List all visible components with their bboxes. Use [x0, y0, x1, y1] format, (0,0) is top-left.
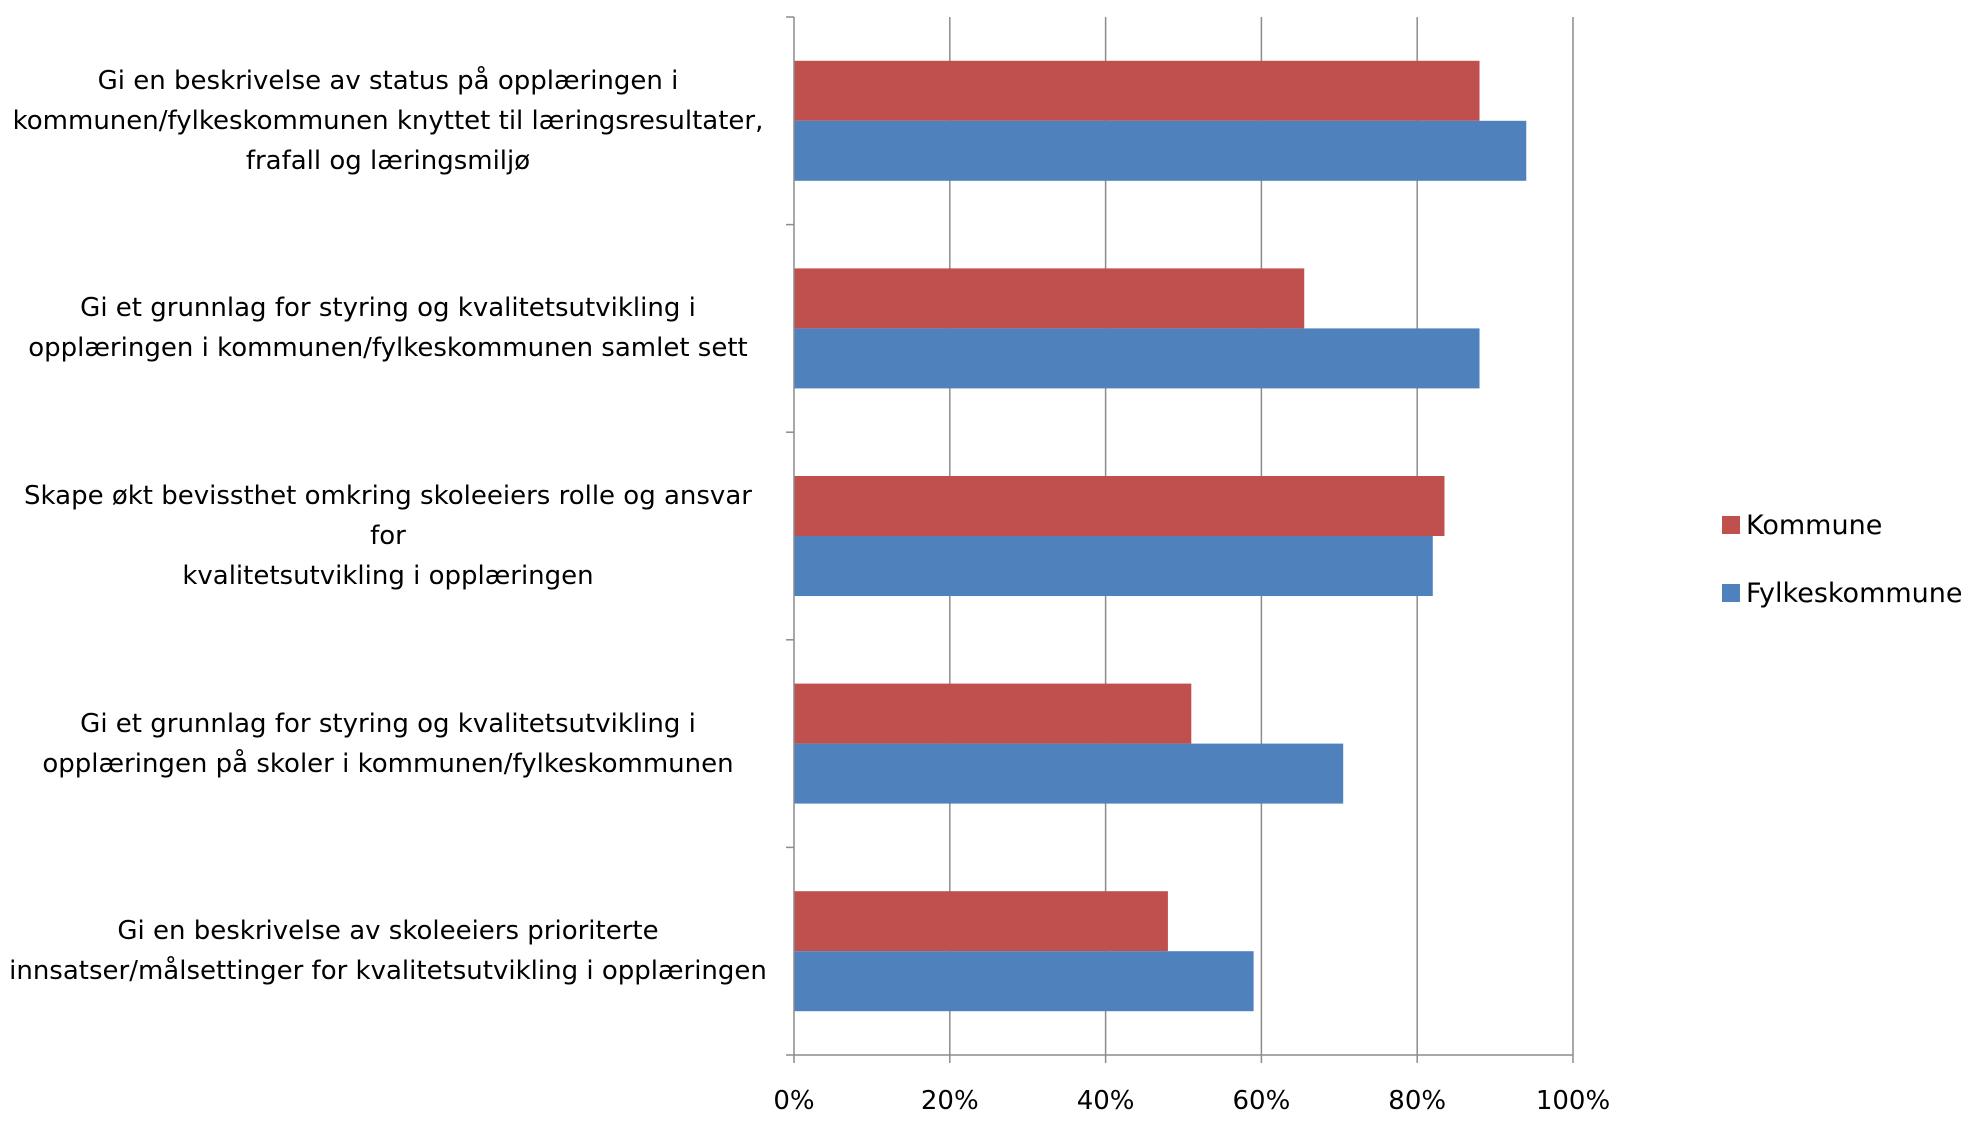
legend-item: Kommune: [1722, 505, 1961, 545]
legend-swatch: [1722, 584, 1740, 602]
bar-fylkeskommune: [794, 743, 1344, 804]
category-label-line: kvalitetsutvikling i opplæringen: [182, 561, 594, 591]
category-label-line: Gi en beskrivelse av status på opplæring…: [97, 65, 679, 96]
x-tick-label: 40%: [1076, 1086, 1135, 1116]
legend-label: Kommune: [1746, 509, 1883, 541]
category-label-line: Gi et grunnlag for styring og kvalitetsu…: [80, 708, 696, 739]
category-label: Gi et grunnlag for styring og kvalitetsu…: [8, 288, 768, 368]
category-label-line: Skape økt bevissthet omkring skoleeiers …: [24, 481, 752, 551]
category-label: Skape økt bevissthet omkring skoleeiers …: [8, 476, 768, 596]
bar-kommune: [794, 476, 1445, 536]
x-tick-label: 0%: [773, 1086, 815, 1116]
legend-item: Fylkeskommune: [1722, 573, 1961, 613]
category-label: Gi et grunnlag for styring og kvalitetsu…: [8, 704, 768, 784]
category-label-line: frafall og læringsmiljø: [245, 145, 531, 176]
legend-label: Fylkeskommune: [1746, 577, 1961, 609]
bar-fylkeskommune: [794, 328, 1480, 389]
bar-kommune: [794, 60, 1480, 121]
x-tick-label: 20%: [920, 1086, 979, 1116]
x-tick-label: 80%: [1388, 1086, 1447, 1116]
category-label-line: opplæringen i kommunen/fylkeskommunen sa…: [28, 333, 748, 364]
bar-fylkeskommune: [794, 536, 1433, 596]
category-label: Gi en beskrivelse av status på opplæring…: [8, 61, 768, 181]
category-label-line: opplæringen på skoler i kommunen/fylkesk…: [42, 748, 734, 779]
category-label-line: innsatser/målsettinger for kvalitetsutvi…: [9, 956, 767, 987]
bar-kommune: [794, 891, 1168, 952]
bar-fylkeskommune: [794, 120, 1527, 181]
category-label-line: Gi et grunnlag for styring og kvalitetsu…: [80, 293, 696, 324]
legend-swatch: [1722, 516, 1740, 534]
bar-kommune: [794, 683, 1192, 744]
bar-fylkeskommune: [794, 951, 1254, 1012]
x-tick-label: 60%: [1232, 1086, 1291, 1116]
category-label-line: kommunen/fylkeskommunen knyttet til læri…: [12, 105, 764, 136]
x-tick-label: 100%: [1535, 1086, 1611, 1116]
category-label-line: Gi en beskrivelse av skoleeiers priorite…: [117, 916, 659, 947]
category-label: Gi en beskrivelse av skoleeiers priorite…: [8, 911, 768, 991]
bar-kommune: [794, 268, 1305, 329]
legend: Kommune Fylkeskommune: [1722, 505, 1961, 641]
